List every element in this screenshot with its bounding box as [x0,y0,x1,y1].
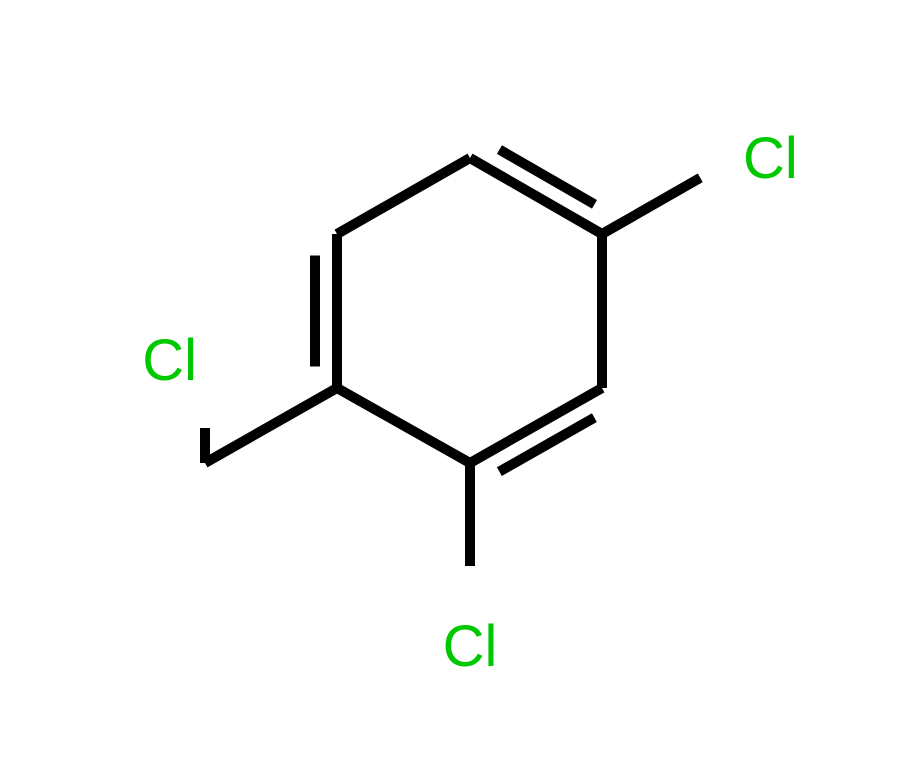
atom-label-cl2: Cl [743,126,798,191]
bond [499,418,594,472]
bond [602,178,700,234]
atom-label-cl1: Cl [443,614,498,679]
bond-layer [205,150,700,566]
bond [499,150,594,205]
chemical-structure-diagram: Cl Cl Cl [0,0,897,777]
bond [337,388,470,463]
bond [337,158,470,234]
bond [205,388,337,463]
atom-label-cl3: Cl [142,328,197,393]
atom-label-layer: Cl Cl Cl [142,126,798,679]
